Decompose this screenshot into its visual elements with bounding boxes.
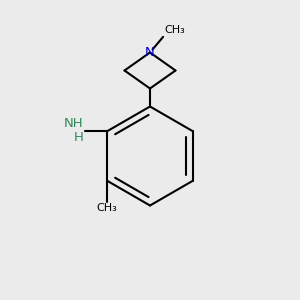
Text: NH: NH (64, 117, 84, 130)
Text: CH₃: CH₃ (165, 26, 185, 35)
Text: CH₃: CH₃ (97, 203, 118, 213)
Text: H: H (74, 131, 84, 144)
Text: N: N (145, 46, 155, 59)
